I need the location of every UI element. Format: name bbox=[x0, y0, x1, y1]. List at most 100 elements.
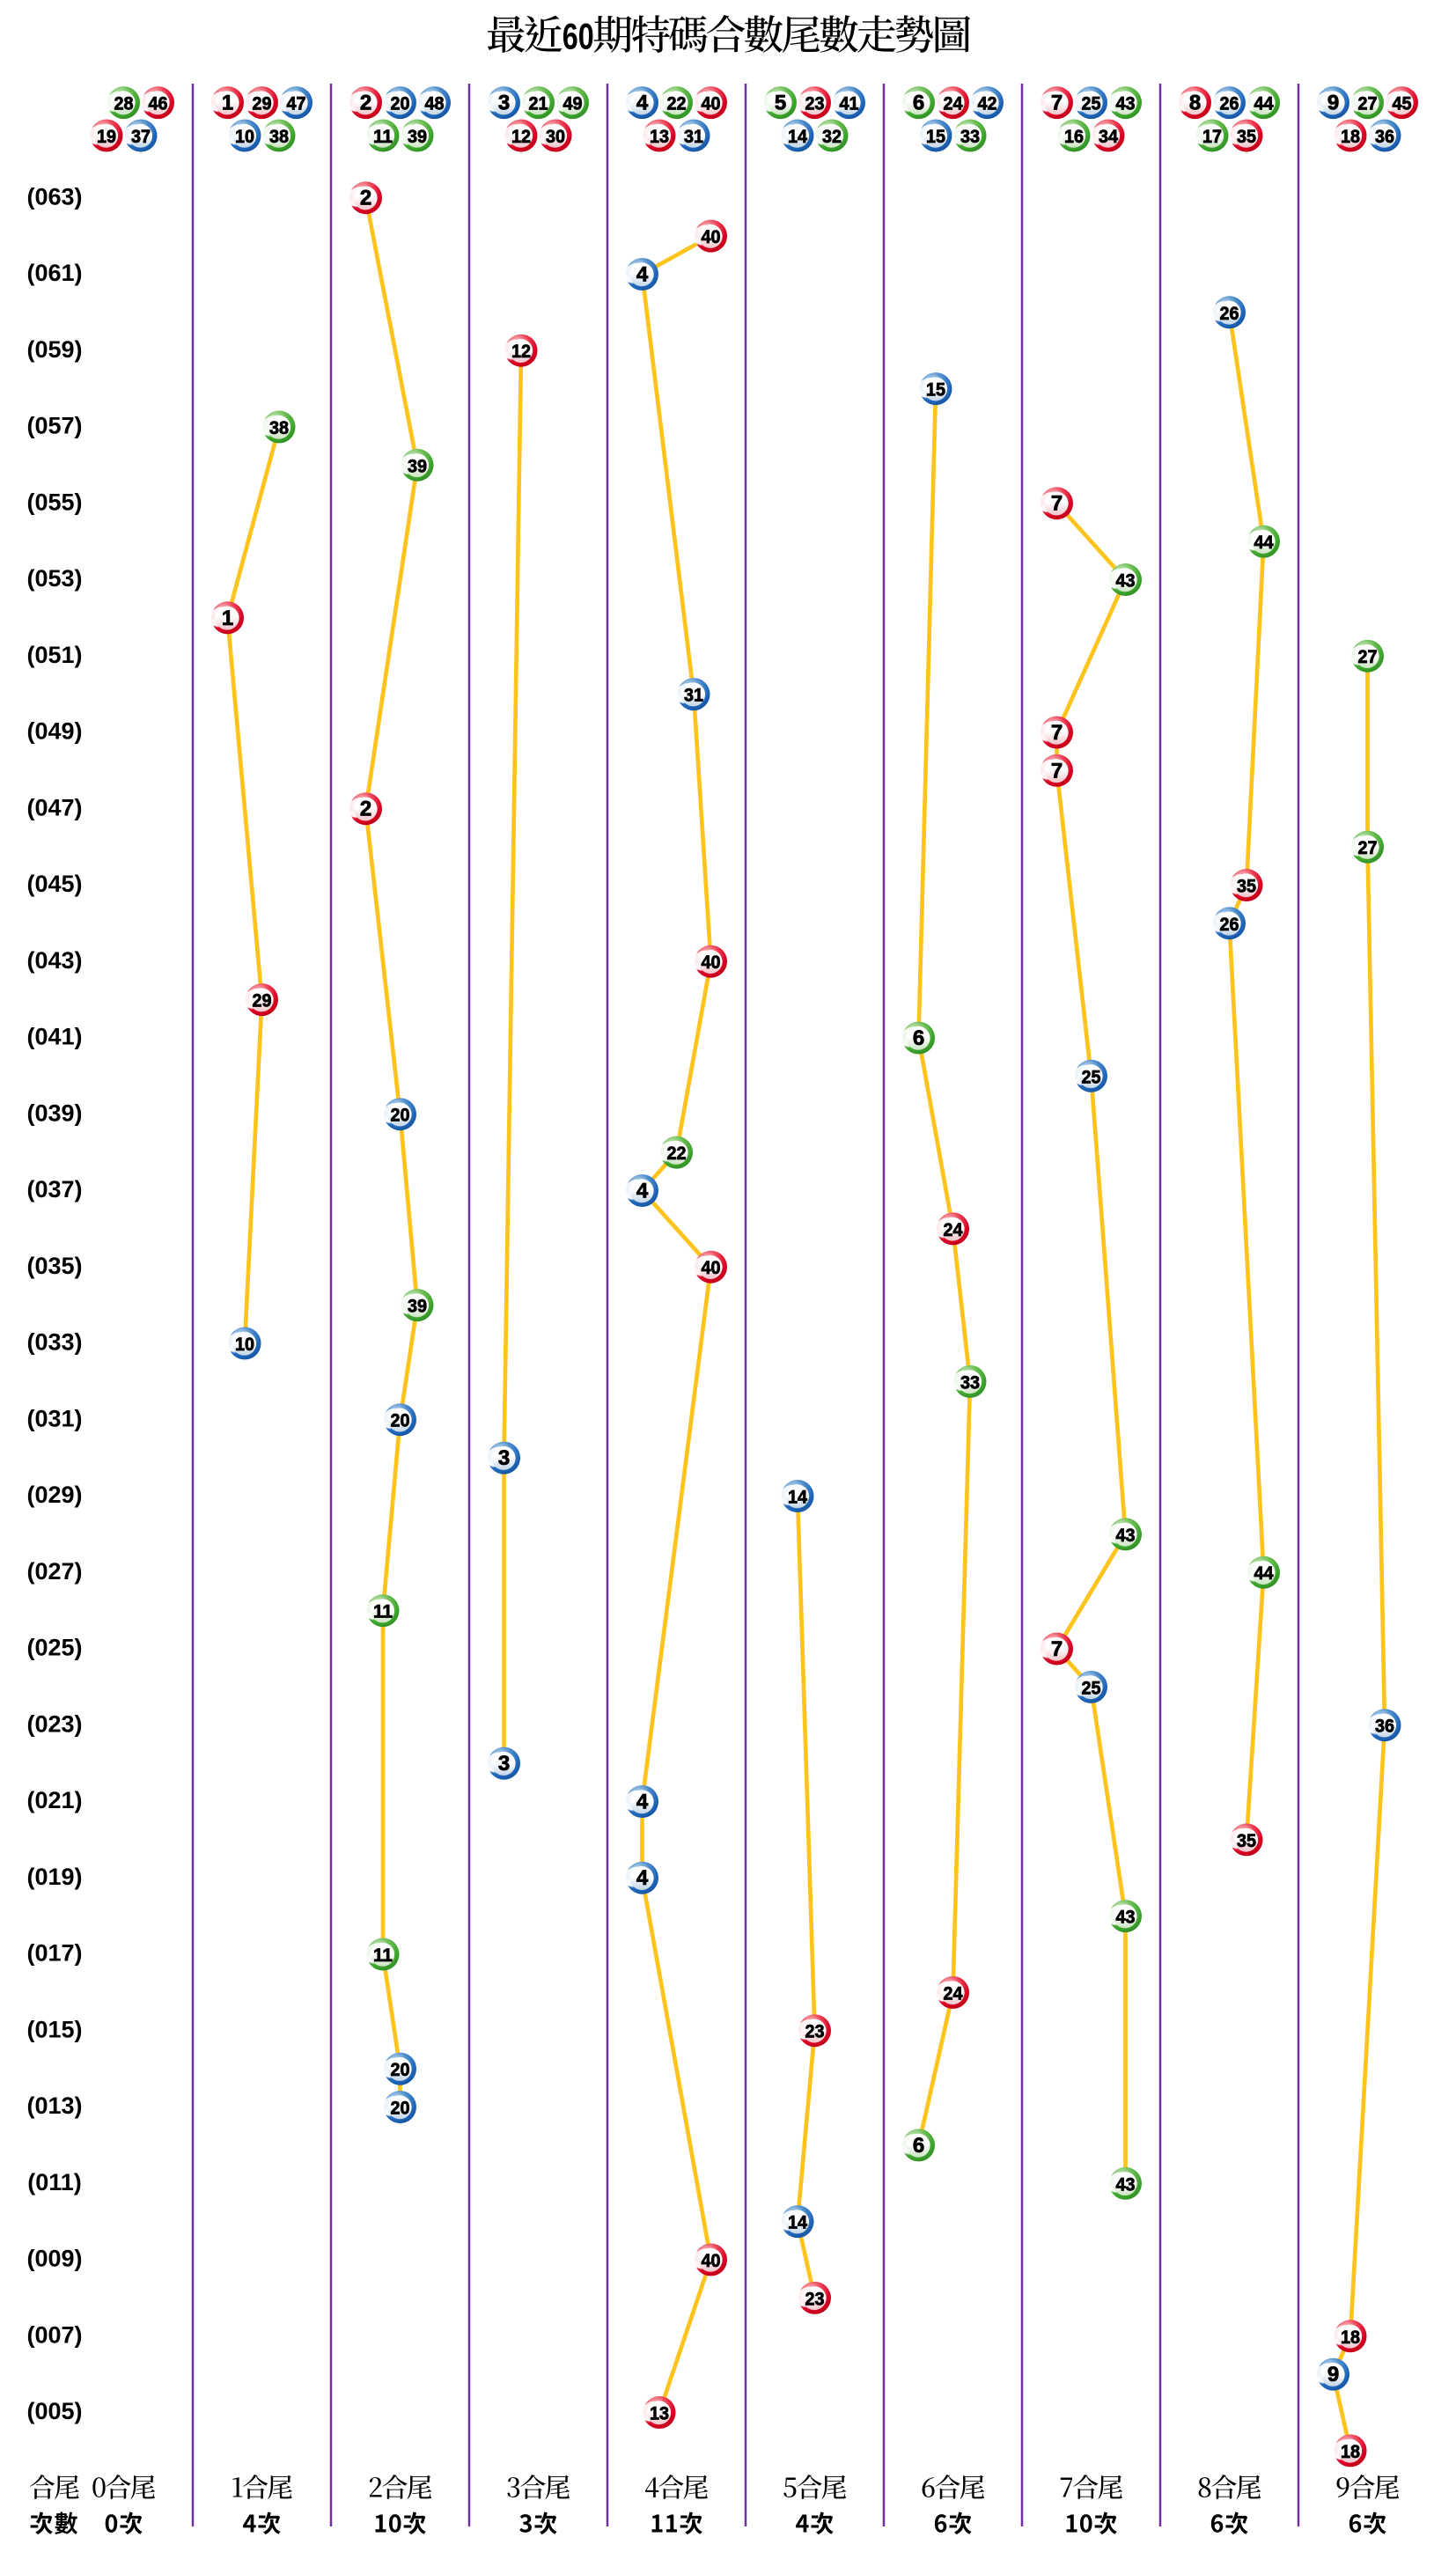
svg-text:4: 4 bbox=[636, 1180, 649, 1203]
svg-text:1: 1 bbox=[222, 607, 233, 630]
svg-text:14: 14 bbox=[788, 127, 807, 147]
svg-text:60: 60 bbox=[563, 16, 594, 57]
svg-text:2: 2 bbox=[360, 187, 371, 210]
svg-text:23: 23 bbox=[805, 2289, 825, 2309]
svg-text:(029): (029) bbox=[26, 1482, 82, 1508]
svg-text:20: 20 bbox=[391, 1411, 410, 1431]
svg-text:25: 25 bbox=[1082, 1678, 1101, 1698]
svg-text:(017): (017) bbox=[26, 1940, 82, 1967]
svg-text:18: 18 bbox=[1341, 127, 1360, 147]
svg-text:18: 18 bbox=[1341, 2442, 1360, 2462]
svg-text:(051): (051) bbox=[26, 642, 82, 668]
svg-text:(031): (031) bbox=[26, 1405, 82, 1431]
svg-text:34: 34 bbox=[1099, 127, 1118, 147]
svg-text:3: 3 bbox=[498, 1446, 510, 1470]
svg-text:7: 7 bbox=[1051, 492, 1063, 516]
svg-text:3: 3 bbox=[498, 92, 510, 115]
svg-text:33: 33 bbox=[960, 1372, 980, 1393]
svg-text:44: 44 bbox=[1254, 533, 1274, 553]
svg-text:35: 35 bbox=[1237, 877, 1256, 897]
svg-text:36: 36 bbox=[1375, 1717, 1394, 1737]
svg-text:39: 39 bbox=[408, 127, 427, 147]
svg-text:24: 24 bbox=[944, 94, 963, 114]
svg-text:2: 2 bbox=[360, 92, 371, 115]
svg-text:(033): (033) bbox=[26, 1329, 82, 1356]
svg-text:7: 7 bbox=[1051, 721, 1063, 745]
svg-text:(055): (055) bbox=[26, 489, 82, 515]
svg-text:20: 20 bbox=[391, 2060, 410, 2080]
svg-text:43: 43 bbox=[1116, 94, 1136, 114]
svg-text:44: 44 bbox=[1254, 94, 1274, 114]
svg-text:40: 40 bbox=[702, 952, 721, 973]
svg-text:(041): (041) bbox=[26, 1024, 82, 1050]
svg-text:(057): (057) bbox=[26, 413, 82, 439]
svg-text:42: 42 bbox=[978, 94, 997, 114]
svg-text:44: 44 bbox=[1254, 1563, 1274, 1584]
svg-text:35: 35 bbox=[1237, 1831, 1256, 1851]
svg-text:14: 14 bbox=[788, 1488, 807, 1508]
svg-text:2: 2 bbox=[360, 798, 371, 821]
svg-text:26: 26 bbox=[1220, 94, 1239, 114]
svg-text:(035): (035) bbox=[26, 1253, 82, 1279]
svg-text:17: 17 bbox=[1202, 127, 1222, 147]
svg-text:(019): (019) bbox=[26, 1864, 82, 1890]
svg-text:11: 11 bbox=[373, 1945, 393, 1966]
svg-text:19: 19 bbox=[97, 127, 116, 147]
svg-text:(059): (059) bbox=[26, 336, 82, 363]
svg-text:41: 41 bbox=[840, 94, 859, 114]
svg-text:10: 10 bbox=[235, 1335, 254, 1355]
svg-text:8: 8 bbox=[1189, 92, 1201, 115]
svg-text:(011): (011) bbox=[27, 2169, 82, 2195]
svg-text:39: 39 bbox=[408, 1297, 427, 1317]
svg-text:43: 43 bbox=[1116, 1908, 1136, 1928]
svg-text:24: 24 bbox=[944, 1983, 963, 2004]
svg-text:11: 11 bbox=[373, 127, 393, 147]
svg-text:25: 25 bbox=[1082, 1067, 1101, 1087]
svg-text:9: 9 bbox=[1327, 2363, 1339, 2387]
svg-text:23: 23 bbox=[805, 94, 825, 114]
svg-text:7: 7 bbox=[1051, 1637, 1063, 1661]
svg-text:(023): (023) bbox=[26, 1710, 82, 1737]
svg-text:43: 43 bbox=[1116, 571, 1136, 592]
svg-text:43: 43 bbox=[1116, 2174, 1136, 2195]
svg-text:4: 4 bbox=[636, 263, 649, 287]
svg-text:24: 24 bbox=[944, 1220, 963, 1240]
svg-text:14: 14 bbox=[788, 2213, 807, 2233]
svg-text:45: 45 bbox=[1393, 94, 1412, 114]
svg-text:22: 22 bbox=[667, 1144, 687, 1164]
svg-text:40: 40 bbox=[702, 94, 721, 114]
svg-text:37: 37 bbox=[131, 127, 151, 147]
svg-text:(049): (049) bbox=[26, 718, 82, 745]
svg-text:6: 6 bbox=[913, 2134, 924, 2158]
svg-text:38: 38 bbox=[269, 127, 289, 147]
svg-text:(015): (015) bbox=[26, 2016, 82, 2042]
svg-text:10: 10 bbox=[235, 127, 254, 147]
svg-text:(007): (007) bbox=[26, 2321, 82, 2348]
svg-text:27: 27 bbox=[1358, 94, 1378, 114]
svg-text:6: 6 bbox=[913, 1026, 924, 1050]
svg-text:13: 13 bbox=[650, 127, 669, 147]
svg-text:31: 31 bbox=[684, 686, 703, 706]
svg-text:33: 33 bbox=[960, 127, 980, 147]
svg-text:39: 39 bbox=[408, 456, 427, 476]
svg-text:47: 47 bbox=[287, 94, 306, 114]
svg-text:20: 20 bbox=[391, 2099, 410, 2119]
svg-text:1: 1 bbox=[222, 92, 233, 115]
svg-text:3: 3 bbox=[498, 1752, 510, 1776]
svg-text:22: 22 bbox=[667, 94, 687, 114]
svg-text:9: 9 bbox=[1327, 92, 1339, 115]
svg-text:4: 4 bbox=[636, 1866, 649, 1890]
svg-text:40: 40 bbox=[702, 227, 721, 247]
svg-text:27: 27 bbox=[1358, 647, 1378, 667]
svg-text:(045): (045) bbox=[26, 871, 82, 897]
svg-text:13: 13 bbox=[650, 2404, 669, 2424]
svg-text:32: 32 bbox=[822, 127, 842, 147]
svg-text:(039): (039) bbox=[26, 1099, 82, 1126]
svg-text:27: 27 bbox=[1358, 838, 1378, 858]
svg-text:40: 40 bbox=[702, 2251, 721, 2271]
svg-text:23: 23 bbox=[805, 2022, 825, 2042]
svg-text:(009): (009) bbox=[26, 2246, 82, 2272]
svg-text:5: 5 bbox=[775, 92, 786, 115]
svg-text:(043): (043) bbox=[26, 947, 82, 974]
svg-text:49: 49 bbox=[563, 94, 583, 114]
